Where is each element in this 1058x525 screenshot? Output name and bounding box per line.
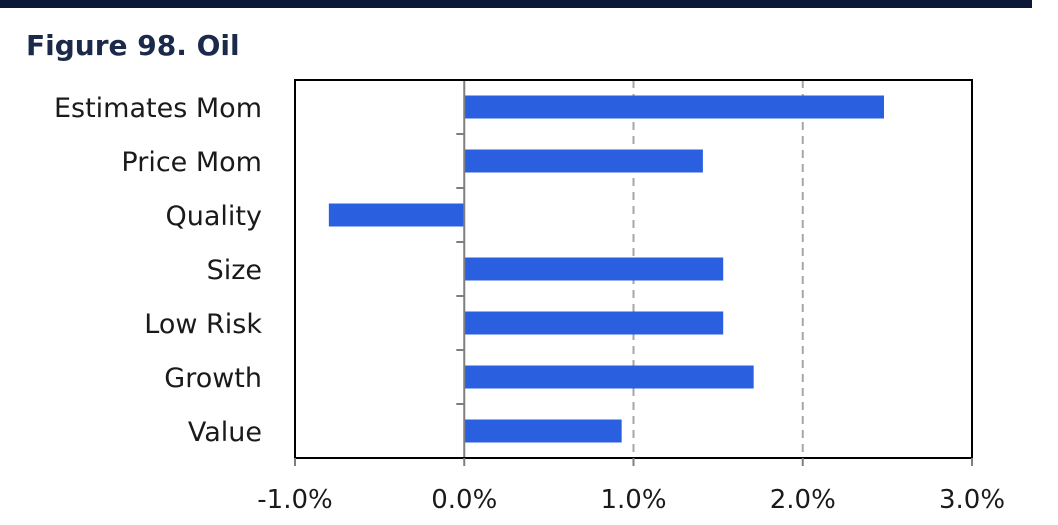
tick-label: 2.0% bbox=[770, 485, 836, 515]
bar bbox=[464, 419, 622, 443]
bar bbox=[464, 149, 703, 173]
axis-layer bbox=[294, 79, 973, 466]
category-label: Price Mom bbox=[121, 147, 262, 178]
tick-label: 0.0% bbox=[431, 485, 497, 515]
tick-label: -1.0% bbox=[257, 485, 332, 515]
page-title: Figure 98. Oil bbox=[26, 29, 240, 62]
bar bbox=[464, 257, 724, 281]
bar bbox=[464, 95, 884, 119]
category-label: Growth bbox=[164, 363, 262, 394]
category-label: Estimates Mom bbox=[54, 93, 262, 124]
category-label: Quality bbox=[166, 201, 262, 232]
bars-layer bbox=[328, 95, 884, 443]
top-rule bbox=[0, 0, 1032, 8]
bar bbox=[464, 311, 724, 335]
category-label: Low Risk bbox=[144, 309, 262, 340]
bar bbox=[328, 203, 465, 227]
bar bbox=[464, 365, 754, 389]
tick-label: 1.0% bbox=[600, 485, 666, 515]
labels-layer: Estimates Mom Price Mom Quality Size Low Ris… bbox=[54, 93, 1005, 515]
tick-label: 3.0% bbox=[939, 485, 1005, 515]
category-label: Value bbox=[188, 417, 262, 448]
category-label: Size bbox=[207, 255, 262, 286]
